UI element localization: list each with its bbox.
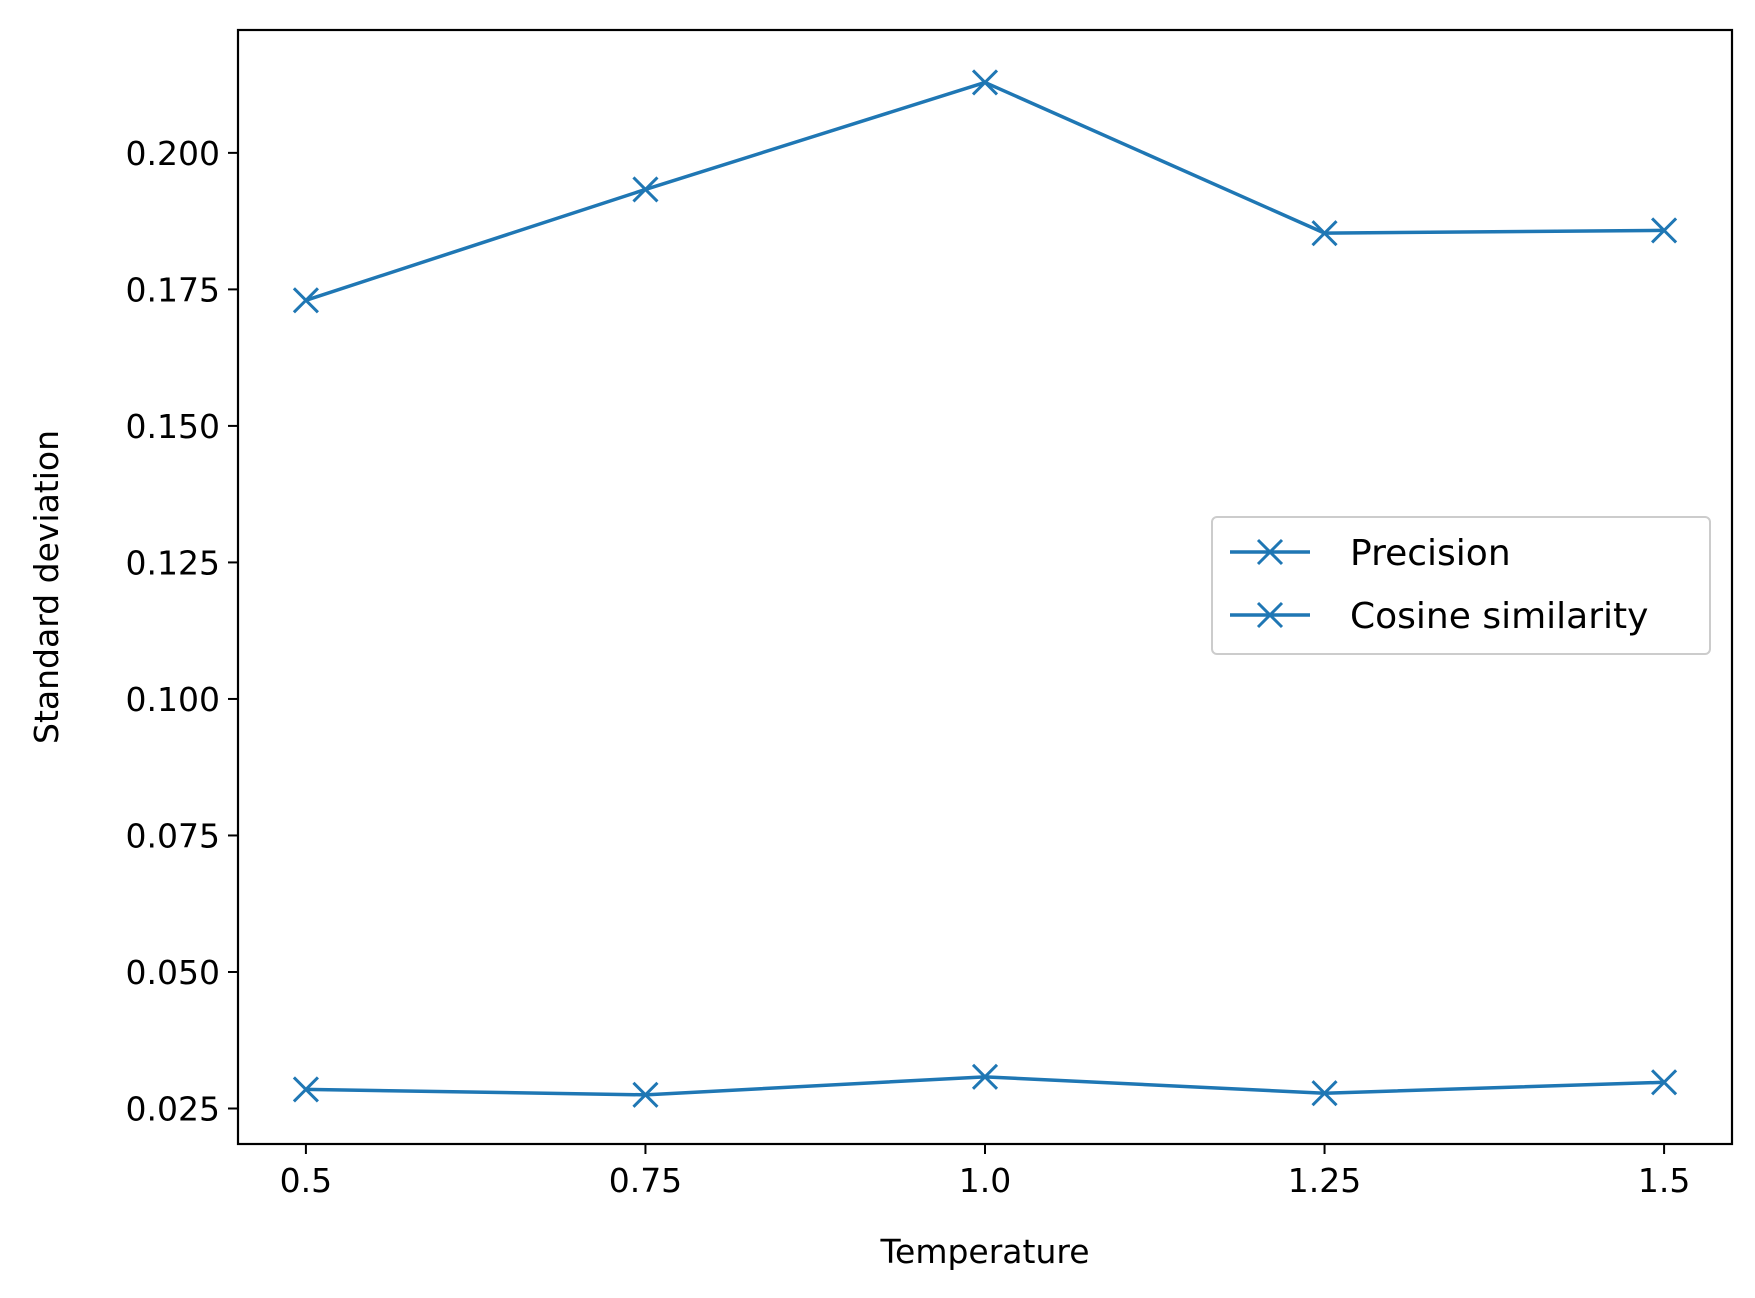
legend-box [1211, 516, 1711, 655]
series-layer [292, 69, 1678, 1108]
y-axis-label: Standard deviation [27, 430, 66, 744]
y-tick-label: 0.150 [126, 407, 220, 446]
x-tick-label: 1.0 [959, 1161, 1011, 1200]
y-tick-label: 0.200 [126, 134, 220, 173]
y-tick-label: 0.100 [126, 680, 220, 719]
x-axis-label: Temperature [879, 1232, 1089, 1271]
data-point-precision [1311, 220, 1338, 247]
x-tick-label: 0.5 [280, 1161, 332, 1200]
legend-label: Precision [1350, 533, 1511, 574]
y-tick-label: 0.125 [126, 543, 220, 582]
legend-item-precision: Precision [1230, 533, 1511, 574]
data-point-cosine-similarity [1311, 1080, 1338, 1107]
data-point-precision [292, 287, 319, 314]
data-point-precision [632, 176, 659, 203]
legend-marker [1256, 538, 1284, 566]
data-point-cosine-similarity [632, 1081, 659, 1108]
series-cosine-similarity [292, 1063, 1678, 1108]
x-axis: 0.5 0.75 1.0 1.25 1.5 [280, 1144, 1690, 1200]
x-tick-label: 0.75 [609, 1161, 682, 1200]
series-precision [292, 69, 1678, 314]
data-point-precision [971, 69, 999, 96]
x-tick-label: 1.25 [1288, 1161, 1361, 1200]
y-tick-label: 0.175 [126, 270, 220, 309]
y-axis: 0.025 0.050 0.075 0.100 0.125 0.150 0.175 0.200 [126, 134, 238, 1129]
y-tick-label: 0.050 [126, 953, 220, 992]
legend-label: Cosine similarity [1350, 596, 1648, 637]
legend: Precision Cosine similarity [1211, 516, 1711, 655]
legend-marker [1256, 601, 1284, 629]
data-point-cosine-similarity [971, 1063, 999, 1090]
data-point-cosine-similarity [292, 1076, 319, 1103]
x-tick-label: 1.5 [1638, 1161, 1690, 1200]
data-point-cosine-similarity [1651, 1069, 1678, 1096]
y-tick-label: 0.025 [126, 1090, 220, 1129]
legend-item-cosine-similarity: Cosine similarity [1230, 596, 1648, 637]
data-point-precision [1651, 217, 1678, 244]
y-tick-label: 0.075 [126, 816, 220, 855]
